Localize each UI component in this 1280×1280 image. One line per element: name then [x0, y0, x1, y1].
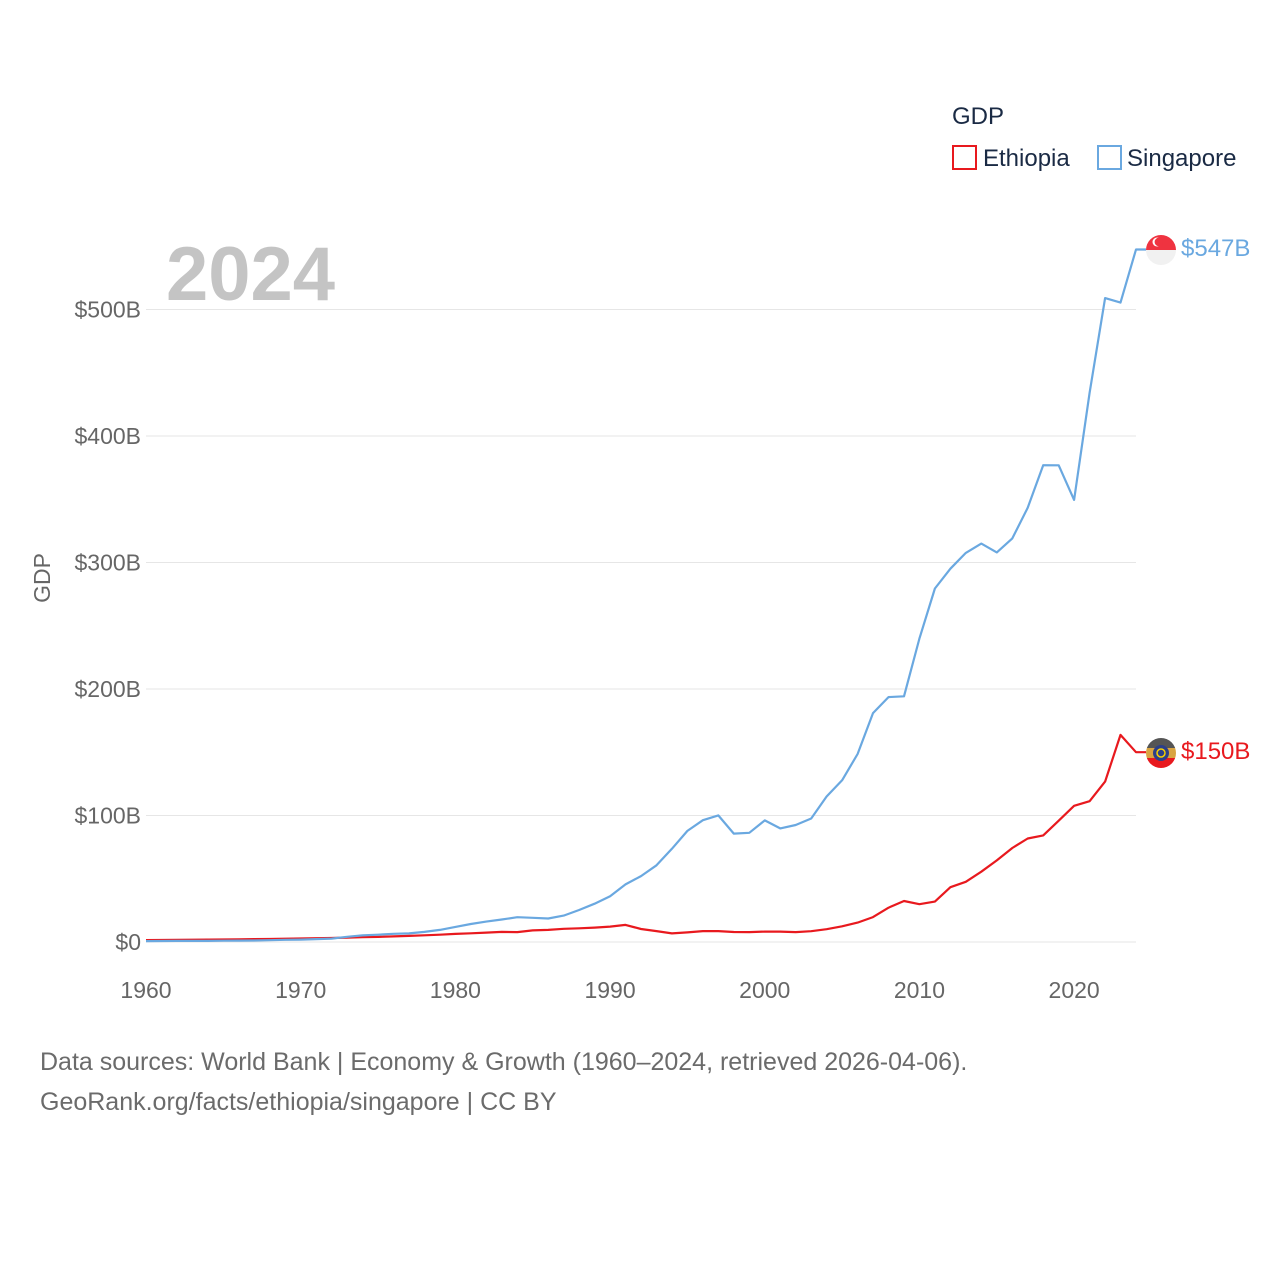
ethiopia-flag-icon [1146, 738, 1176, 768]
x-tick-label: 2000 [739, 977, 790, 1003]
x-axis: 1960 1970 1980 1990 2000 2010 2020 [120, 977, 1099, 1003]
legend: GDP Ethiopia Singapore [952, 103, 1236, 172]
singapore-flag-icon [1146, 235, 1176, 265]
y-tick-label: $500B [74, 296, 141, 322]
y-axis: $0 $100B $200B $300B $400B $500B [74, 296, 141, 955]
y-tick-label: $200B [74, 676, 141, 702]
x-tick-label: 1960 [120, 977, 171, 1003]
series-line-ethiopia [145, 733, 1146, 942]
x-tick-label: 1970 [275, 977, 326, 1003]
series-lines [145, 248, 1146, 943]
footer: Data sources: World Bank | Economy & Gro… [40, 1042, 967, 1122]
y-tick-label: $100B [74, 802, 141, 828]
footer-link[interactable]: GeoRank.org/facts/ethiopia/singapore | C… [40, 1088, 557, 1116]
grid-lines [146, 308, 1136, 943]
legend-label-ethiopia[interactable]: Ethiopia [983, 145, 1070, 172]
year-label: 2024 [166, 232, 335, 317]
series-line-singapore [145, 248, 1146, 943]
y-tick-label: $400B [74, 423, 141, 449]
legend-swatch-singapore[interactable] [1097, 145, 1122, 170]
ethiopia-end-label: $150B [1181, 738, 1250, 765]
y-tick-label: $0 [115, 929, 141, 955]
y-axis-title: GDP [29, 553, 55, 603]
legend-label-singapore[interactable]: Singapore [1127, 145, 1236, 172]
footer-sources: Data sources: World Bank | Economy & Gro… [40, 1048, 968, 1076]
x-tick-label: 1990 [584, 977, 635, 1003]
y-tick-label: $300B [74, 549, 141, 575]
legend-swatch-ethiopia[interactable] [952, 145, 977, 170]
x-tick-label: 2020 [1049, 977, 1100, 1003]
x-tick-label: 2010 [894, 977, 945, 1003]
singapore-end-label: $547B [1181, 235, 1250, 262]
x-tick-label: 1980 [430, 977, 481, 1003]
legend-title: GDP [952, 103, 1004, 130]
